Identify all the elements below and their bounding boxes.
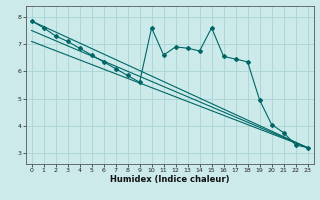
X-axis label: Humidex (Indice chaleur): Humidex (Indice chaleur) (110, 175, 229, 184)
